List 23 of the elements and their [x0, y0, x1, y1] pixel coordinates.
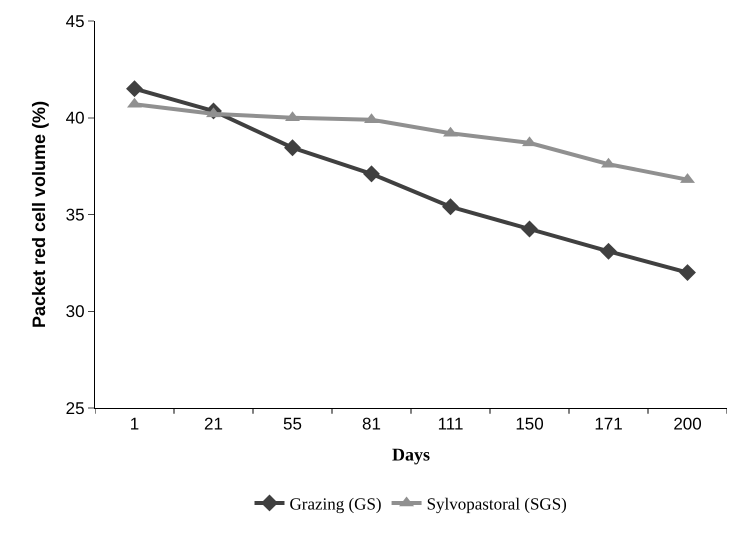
point — [363, 165, 380, 182]
y-axis-title: Packet red cell volume (%) — [28, 100, 49, 328]
x-tick-label: 21 — [204, 414, 223, 434]
legend-label: Grazing (GS) — [290, 494, 382, 514]
point — [284, 139, 301, 156]
y-tick-label: 30 — [66, 302, 85, 322]
x-tick-label: 171 — [594, 414, 623, 434]
x-tick-label: 200 — [673, 414, 702, 434]
x-tick-label: 111 — [438, 414, 464, 434]
legend-label: Sylvopastoral (SGS) — [426, 494, 567, 514]
point — [442, 198, 459, 216]
x-tick-label: 81 — [362, 414, 381, 434]
point — [521, 220, 538, 238]
x-tick-label: 150 — [515, 414, 544, 434]
y-tick-label: 35 — [66, 205, 85, 224]
point — [679, 264, 696, 281]
point — [600, 242, 617, 260]
y-tick-label: 40 — [66, 108, 85, 128]
x-tick-label: 1 — [130, 414, 140, 434]
x-tick-label: 55 — [283, 414, 302, 434]
y-tick-label: 25 — [66, 398, 85, 418]
y-tick-label: 45 — [66, 12, 85, 31]
x-axis-title: Days — [392, 444, 430, 464]
